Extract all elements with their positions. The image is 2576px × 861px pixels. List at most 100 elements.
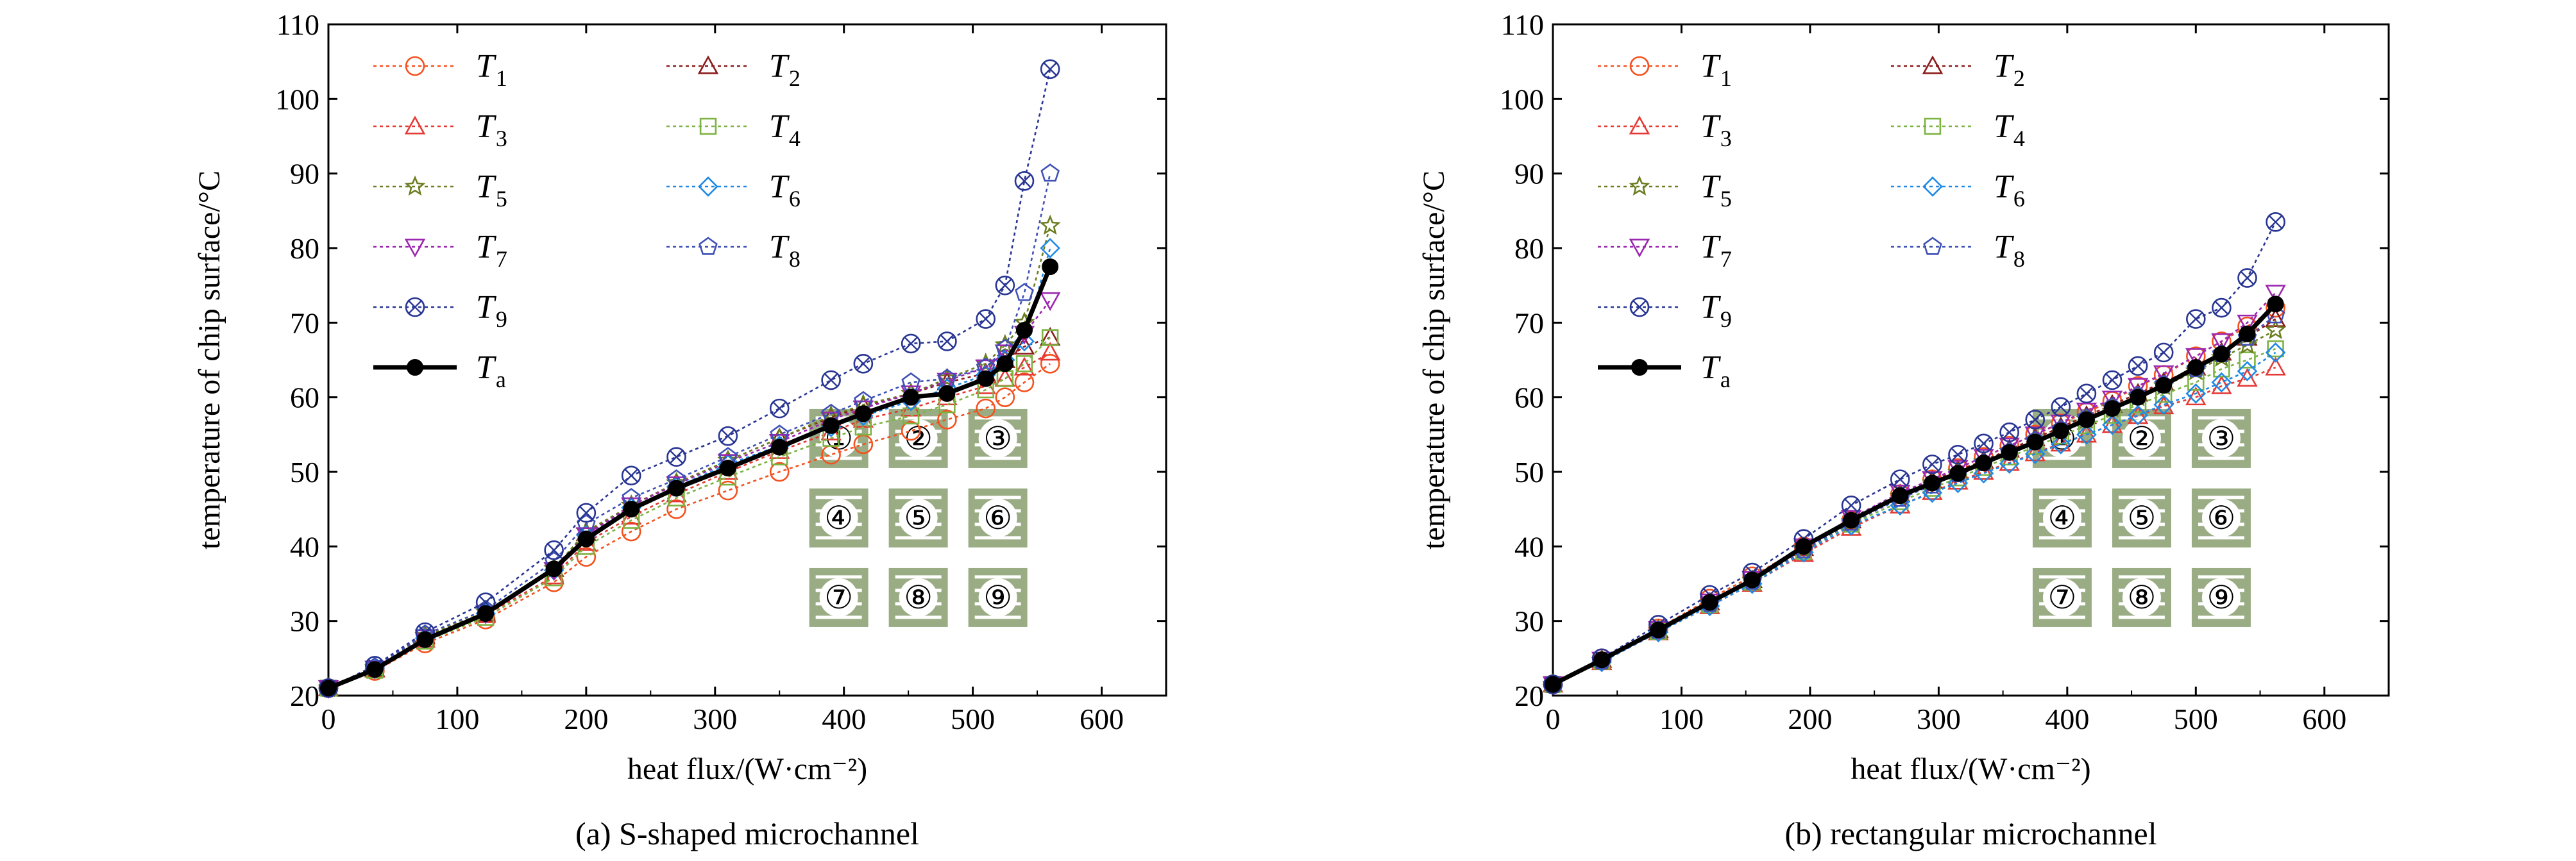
- series-t9-point-cross: [547, 543, 561, 557]
- legend-label: T3: [1700, 108, 1732, 151]
- series-ta-point: [822, 417, 840, 434]
- series-ta-line: [1552, 302, 2278, 687]
- series-t9-point: [2212, 297, 2232, 318]
- panel-caption: (b) rectangular microchannel: [1784, 815, 2157, 851]
- x-tick-label: 0: [1546, 703, 1561, 735]
- series-ta-point: [320, 680, 337, 697]
- series-ta-point: [996, 355, 1013, 372]
- series-t1-line: [328, 363, 1051, 689]
- legend-label: T6: [769, 169, 801, 212]
- x-tick-label: 0: [321, 703, 336, 735]
- inset-label: ⑦: [824, 580, 853, 615]
- series-t9-point-ring: [2153, 342, 2174, 363]
- legend-marker: [404, 238, 426, 258]
- legend-label: Ta: [476, 349, 506, 392]
- series-t7-point: [2237, 314, 2258, 334]
- series-t1-point: [1014, 372, 1035, 392]
- series-t1-point: [1040, 354, 1060, 374]
- legend-marker: [699, 237, 718, 255]
- series-ta-point: [2026, 433, 2044, 451]
- series-t1-point: [621, 521, 641, 542]
- series-t9-point-ring: [718, 426, 738, 446]
- series-ta-point: [1892, 487, 1909, 505]
- series-t9-point: [2076, 383, 2097, 404]
- series-t5-point: [1039, 214, 1061, 235]
- series-ta-point: [2130, 389, 2147, 406]
- legend-marker-cross: [408, 300, 422, 314]
- inset-label: ⑨: [2207, 580, 2236, 615]
- series-t9-point-cross: [904, 337, 918, 351]
- series-t4-point: [2267, 340, 2284, 358]
- y-tick-label: 110: [276, 8, 319, 41]
- legend-entry-t2: T2: [1891, 48, 2025, 91]
- legend-marker: [404, 115, 426, 135]
- series-t9-point-ring: [937, 331, 957, 351]
- legend-subscript: 2: [2013, 65, 2025, 91]
- series-t7-point: [936, 372, 958, 392]
- legend-label: T1: [1700, 48, 1732, 91]
- series-t9-point-cross: [1893, 472, 1907, 487]
- legend: T1 T2 T3 T4 T5 T6 T7 T8 T9 Ta: [373, 48, 801, 392]
- series-ta-point: [1015, 321, 1033, 339]
- series-t6-point: [2265, 342, 2286, 363]
- series-t9-point: [769, 398, 790, 419]
- series-t9-point: [2153, 342, 2174, 363]
- inset-label: ⑨: [983, 580, 1012, 615]
- inset-label-bg: [899, 419, 938, 458]
- inset-cell: ④: [2032, 488, 2092, 548]
- legend-subscript: 3: [1720, 126, 1732, 151]
- inset-label: ⑦: [2048, 580, 2077, 615]
- series-ta-point: [2001, 444, 2018, 461]
- series-ta-point: [668, 480, 685, 497]
- x-tick-label: 200: [1788, 703, 1832, 735]
- series-t9-point-cross: [2105, 373, 2119, 387]
- y-tick-label: 90: [1514, 158, 1544, 190]
- legend-marker: [1629, 175, 1650, 196]
- series-t9-point-ring: [544, 540, 564, 560]
- series-t6-point: [1999, 453, 2020, 474]
- y-axis-label: temperature of chip surface/°C: [192, 171, 226, 549]
- series-t9-point-ring: [2051, 397, 2071, 417]
- series-t9-point: [821, 370, 841, 390]
- series-ta-point: [719, 460, 736, 477]
- series-ta-point: [577, 530, 595, 548]
- legend-marker-ring: [1629, 297, 1650, 317]
- series-t4-point: [902, 407, 920, 424]
- series-ta-point: [902, 389, 920, 406]
- legend-label: T8: [769, 229, 801, 272]
- legend-label: T9: [1700, 289, 1732, 332]
- series-t9-point-ring: [821, 370, 841, 390]
- series-t1-point: [666, 499, 686, 519]
- legend: T1 T2 T3 T4 T5 T6 T7 T8 T9 Ta: [1598, 48, 2025, 392]
- legend-label: T7: [476, 229, 507, 272]
- legend-subscript: 5: [1720, 186, 1732, 212]
- inset-label: ④: [2048, 500, 2077, 536]
- x-tick-label: 600: [1080, 703, 1124, 735]
- series-t1-point: [901, 421, 921, 441]
- series-t6-point: [2050, 434, 2071, 455]
- inset-label-bg: [2042, 578, 2081, 617]
- inset-label: ④: [824, 500, 853, 536]
- series-t9-point: [2025, 410, 2046, 430]
- series-t7-point: [2211, 333, 2232, 353]
- legend-marker: [697, 55, 719, 74]
- inset-cell: ⑥: [2191, 488, 2251, 548]
- inset-label: ③: [2207, 421, 2236, 456]
- x-tick-label: 100: [1659, 703, 1704, 735]
- series-t6-point: [2128, 405, 2148, 426]
- legend-entry-t6: T6: [1891, 169, 2025, 212]
- series-t9-point-ring: [318, 678, 339, 698]
- series-t3-point: [2050, 433, 2072, 452]
- series-ta-point: [2187, 359, 2205, 376]
- series-t9-point-cross: [2214, 301, 2229, 315]
- series-t9-point: [1040, 59, 1060, 79]
- series-t1-point: [769, 462, 790, 482]
- y-tick-label: 100: [1500, 83, 1544, 115]
- y-tick-label: 50: [290, 456, 319, 489]
- legend-label: T7: [1700, 229, 1732, 272]
- series-t9-point-cross: [1844, 498, 1858, 512]
- legend-entry-t3: T3: [1598, 108, 1732, 151]
- x-axis-label: heat flux/(W·cm⁻²): [627, 752, 867, 786]
- legend-entry-t7: T7: [373, 229, 507, 272]
